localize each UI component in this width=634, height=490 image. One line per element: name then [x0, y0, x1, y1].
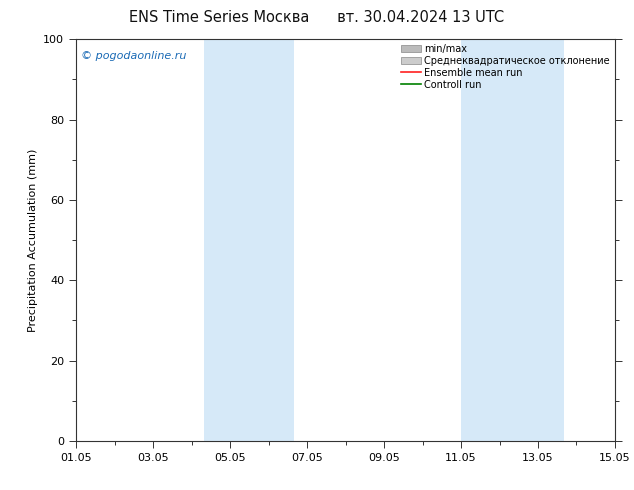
Y-axis label: Precipitation Accumulation (mm): Precipitation Accumulation (mm): [28, 148, 37, 332]
Bar: [461, 39, 564, 441]
Text: ENS Time Series Москва      вт. 30.04.2024 13 UTC: ENS Time Series Москва вт. 30.04.2024 13…: [129, 10, 505, 25]
Legend: min/max, Среднеквадратическое отклонение, Ensemble mean run, Controll run: min/max, Среднеквадратическое отклонение…: [399, 42, 612, 92]
Text: © pogodaonline.ru: © pogodaonline.ru: [81, 51, 187, 61]
Bar: [204, 39, 294, 441]
